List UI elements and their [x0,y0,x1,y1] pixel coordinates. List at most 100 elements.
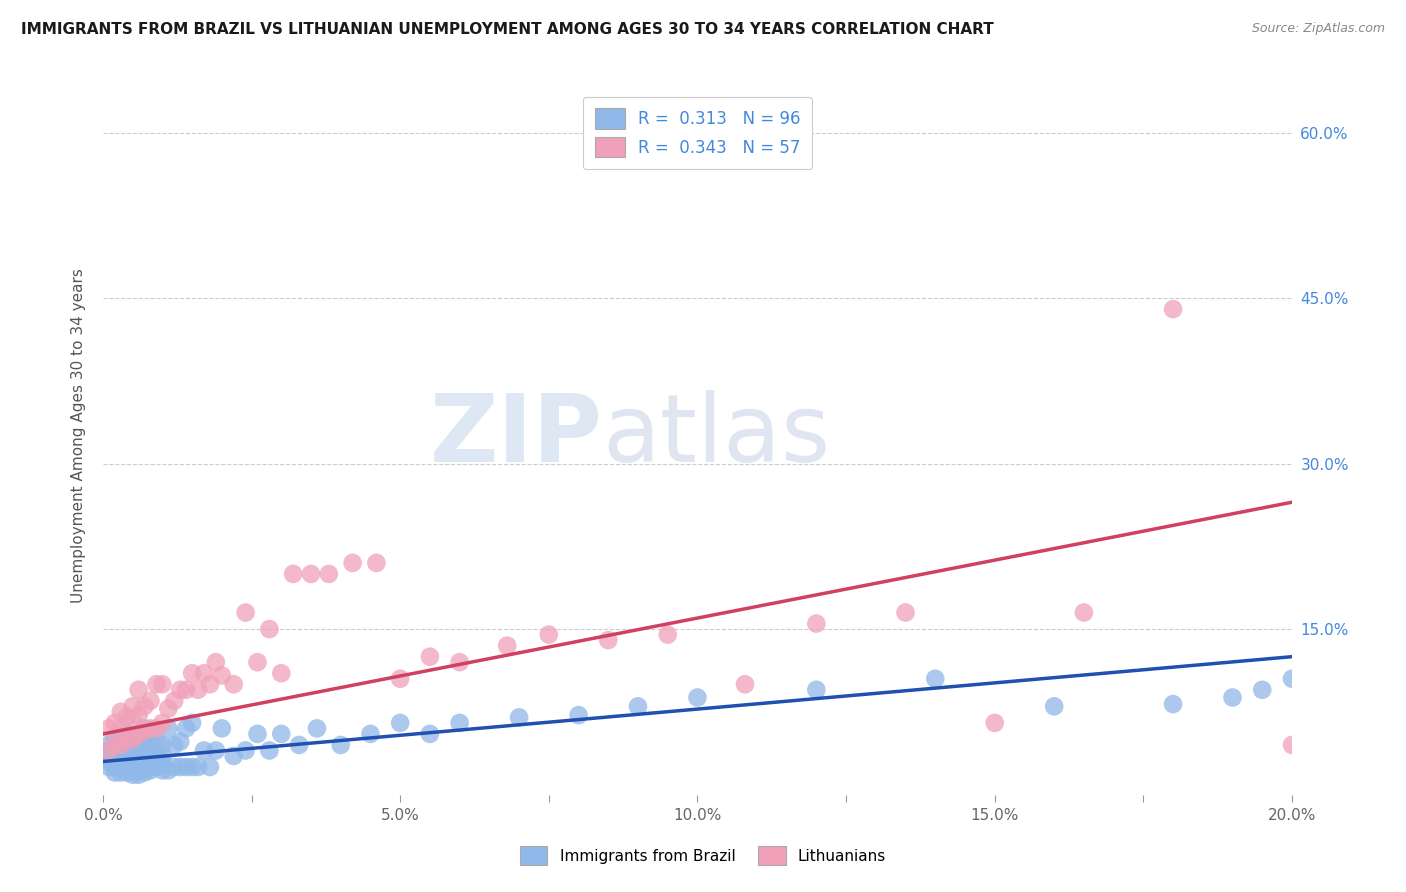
Point [299,566,322,581]
Point [150,738,173,752]
Point [104,738,127,752]
Point [366,556,388,570]
Point [198,677,221,691]
Point [134,743,156,757]
Point [449,655,471,669]
Point [145,760,167,774]
Point [305,722,328,736]
Point [121,713,143,727]
Point [145,746,167,760]
Text: Source: ZipAtlas.com: Source: ZipAtlas.com [1251,22,1385,36]
Text: ZIP: ZIP [429,390,602,482]
Point [128,752,150,766]
Point [211,668,233,682]
Point [235,606,257,620]
Point [169,760,191,774]
Point [181,715,204,730]
Point [259,743,281,757]
Point [128,727,150,741]
Point [169,734,191,748]
Point [389,672,412,686]
Point [150,715,173,730]
Point [924,672,946,686]
Point [121,764,143,778]
Point [110,760,132,774]
Point [128,727,150,741]
Point [110,765,132,780]
Point [1161,302,1184,317]
Point [128,746,150,760]
Text: IMMIGRANTS FROM BRAZIL VS LITHUANIAN UNEMPLOYMENT AMONG AGES 30 TO 34 YEARS CORR: IMMIGRANTS FROM BRAZIL VS LITHUANIAN UNE… [21,22,994,37]
Point [110,749,132,764]
Point [181,760,204,774]
Point [97,738,120,752]
Point [110,738,132,752]
Point [342,556,364,570]
Point [128,764,150,778]
Point [1281,672,1303,686]
Point [205,743,228,757]
Point [121,768,143,782]
Point [97,743,120,757]
Point [128,682,150,697]
Point [1222,690,1244,705]
Point [145,677,167,691]
Point [174,722,197,736]
Point [139,734,162,748]
Point [537,627,560,641]
Point [1043,699,1066,714]
Point [145,734,167,748]
Point [121,756,143,771]
Point [496,639,519,653]
Point [657,627,679,641]
Point [163,738,186,752]
Point [1073,606,1095,620]
Point [211,722,233,736]
Point [104,743,127,757]
Point [104,755,127,769]
Point [150,749,173,764]
Point [567,708,589,723]
Point [110,755,132,769]
Point [128,756,150,771]
Point [246,727,269,741]
Point [97,743,120,757]
Point [139,756,162,771]
Point [246,655,269,669]
Point [235,743,257,757]
Point [449,715,471,730]
Point [104,732,127,747]
Point [104,715,127,730]
Point [104,765,127,780]
Point [115,749,138,764]
Point [115,727,138,741]
Point [205,655,228,669]
Point [806,616,828,631]
Point [134,723,156,738]
Point [134,749,156,764]
Point [110,705,132,719]
Point [110,732,132,747]
Point [157,701,180,715]
Point [110,743,132,757]
Point [193,743,215,757]
Point [181,666,204,681]
Point [97,760,120,774]
Point [163,760,186,774]
Point [359,727,381,741]
Point [627,699,650,714]
Point [598,633,620,648]
Point [686,690,709,705]
Point [270,666,292,681]
Point [419,649,441,664]
Point [110,722,132,736]
Point [157,764,180,778]
Point [128,768,150,782]
Point [283,566,305,581]
Point [134,765,156,780]
Text: atlas: atlas [602,390,831,482]
Point [145,722,167,736]
Point [983,715,1005,730]
Point [163,694,186,708]
Point [150,677,173,691]
